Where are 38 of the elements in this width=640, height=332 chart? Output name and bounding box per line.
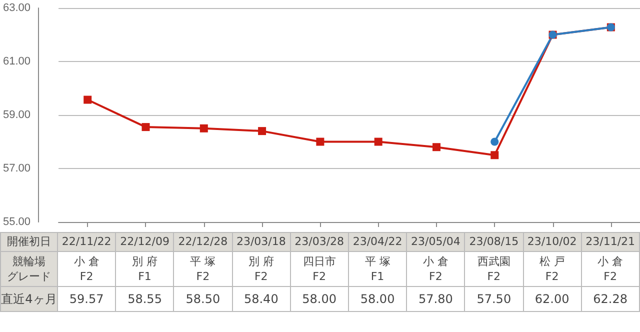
y-tick-label: 63.00 [2, 2, 31, 14]
category-label: 23/04/22 平 塚 F1 [352, 235, 402, 283]
category-label: 22/12/09 別 府 F1 [120, 235, 170, 283]
data-label: 58.55 [116, 286, 174, 312]
point [490, 151, 499, 160]
y-tick-label: 61.00 [2, 56, 31, 68]
point [142, 123, 150, 132]
data-label: 62.28 [581, 286, 640, 312]
data-label: 58.00 [348, 286, 407, 312]
y-tick-label: 57.00 [2, 162, 31, 174]
category-label: 23/03/28 四日市 F2 [294, 235, 344, 283]
point [200, 124, 208, 132]
category-label: 23/08/15 西武園 F2 [469, 235, 519, 283]
category-label: 23/05/04 小 倉 F2 [411, 235, 460, 283]
point [258, 127, 266, 136]
text: 開催初日 [0, 232, 58, 252]
y-tick-label: 59.00 [2, 109, 31, 121]
text: 競輪場 [12, 255, 46, 268]
category-label: 23/10/02 松 戸 F2 [527, 235, 577, 283]
category-label: 22/12/28 平 塚 F2 [178, 235, 228, 283]
text: 直近4ヶ月 [0, 286, 58, 312]
point [490, 138, 499, 146]
category-label: 23/11/21 小 倉 F2 [586, 235, 636, 283]
data-label: 58.00 [290, 286, 348, 312]
point [84, 96, 92, 104]
y-tick-label: 55.00 [2, 216, 31, 228]
point [374, 138, 382, 146]
data-label: 58.40 [232, 286, 290, 312]
category-label: 22/11/22 小 倉 F2 [62, 235, 112, 283]
data-label: 57.50 [464, 286, 523, 312]
data-label: 58.50 [174, 286, 232, 312]
text: グレード [7, 270, 51, 283]
point [316, 138, 324, 146]
data-label: 62.00 [523, 286, 582, 312]
data-label: 59.57 [58, 286, 116, 312]
point [432, 143, 440, 152]
category-label: 23/03/18 別 府 F2 [236, 235, 286, 283]
data-label: 57.80 [406, 286, 465, 312]
